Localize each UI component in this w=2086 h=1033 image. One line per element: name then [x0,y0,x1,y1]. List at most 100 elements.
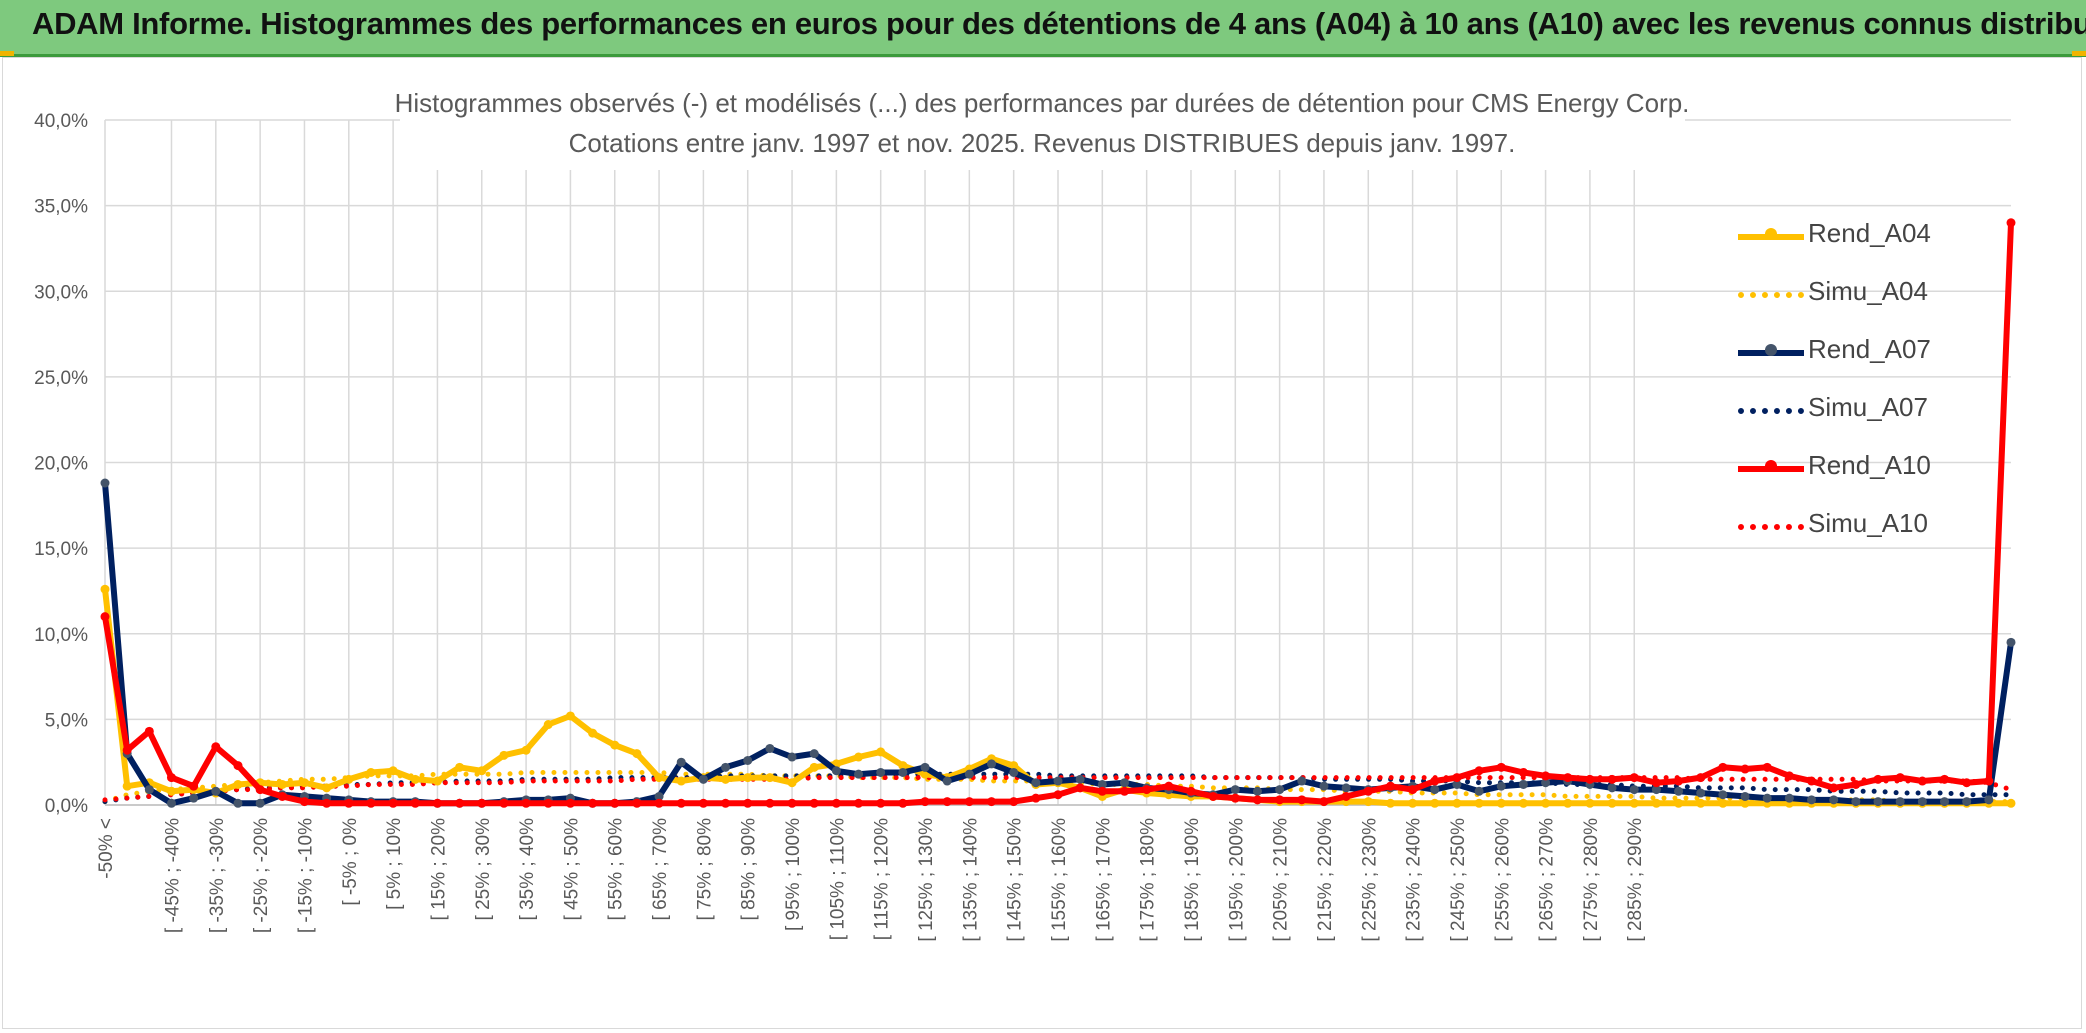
data-point-rend-a04 [432,776,442,786]
legend-item-rend-a07: Rend_A07 [1736,324,1936,382]
data-point-rend-a07 [1740,791,1750,801]
x-tick-label: [ 95% ; 100% [783,818,804,931]
x-tick-label: [ 75% ; 80% [694,818,715,921]
data-point-rend-a07 [787,752,797,762]
data-point-rend-a04 [743,773,753,783]
x-tick-label: [ -25% ; -20% [251,818,272,933]
x-axis: -50% < [ -45% ; -40% [ -35% ; -30% [ -25% ;… [96,804,2011,942]
data-point-rend-a10 [743,798,753,808]
data-point-rend-a04 [1674,798,1684,808]
data-point-rend-a07 [1962,797,1972,807]
series-lines [100,218,2016,808]
report-banner: ADAM Informe. Histogrammes des performan… [0,0,2086,57]
data-point-rend-a10 [1829,783,1839,793]
data-point-rend-a07 [1075,774,1085,784]
x-tick-label: [ 35% ; 40% [517,818,538,921]
data-point-rend-a07 [1651,785,1661,795]
data-point-rend-a07 [2006,637,2016,647]
data-point-rend-a07 [1341,783,1351,793]
data-point-rend-a10 [100,612,110,622]
data-point-rend-a07 [1696,788,1706,798]
data-point-rend-a10 [344,798,354,808]
data-point-rend-a10 [1341,791,1351,801]
data-point-rend-a04 [277,779,287,789]
data-point-rend-a04 [1651,798,1661,808]
data-point-rend-a10 [2006,218,2016,228]
data-point-rend-a10 [1053,790,1063,800]
data-point-rend-a07 [1031,778,1041,788]
data-point-rend-a04 [676,776,686,786]
data-point-rend-a10 [255,785,265,795]
legend-marker [1765,460,1777,472]
x-tick-label: [ 165% ; 170% [1093,818,1114,942]
legend-swatch [1738,408,1804,414]
data-point-rend-a07 [1762,793,1772,803]
data-point-rend-a10 [366,798,376,808]
data-point-rend-a10 [410,798,420,808]
data-point-rend-a10 [1496,762,1506,772]
data-point-rend-a10 [1607,774,1617,784]
data-point-rend-a04 [809,762,819,772]
data-point-rend-a10 [1186,786,1196,796]
data-point-rend-a10 [1563,773,1573,783]
data-point-rend-a10 [122,745,132,755]
data-point-rend-a10 [233,761,243,771]
data-point-rend-a07 [1829,795,1839,805]
data-point-rend-a10 [1031,793,1041,803]
legend-swatch [1738,524,1804,530]
y-tick-label: 40,0% [34,111,88,132]
data-point-rend-a07 [1119,778,1129,788]
data-point-rend-a10 [1275,795,1285,805]
data-point-rend-a04 [1541,798,1551,808]
data-point-rend-a07 [743,755,753,765]
x-tick-label: [ 275% ; 280% [1581,818,1602,942]
data-point-rend-a07 [1984,795,1994,805]
report-title: ADAM Informe. Histogrammes des performan… [32,6,2086,41]
data-point-rend-a07 [1807,795,1817,805]
data-point-rend-a10 [1097,786,1107,796]
chart-frame [2,57,2082,1029]
data-point-rend-a07 [854,769,864,779]
data-point-rend-a04 [854,752,864,762]
chart-legend: Rend_A04 Simu_A04 Rend_A07 Simu_A07 Rend… [1736,208,1936,556]
x-tick-label: [ -5% ; 0% [340,818,361,906]
data-point-rend-a07 [1297,776,1307,786]
data-point-rend-a10 [610,798,620,808]
data-point-rend-a04 [521,745,531,755]
data-point-rend-a07 [876,767,886,777]
data-point-rend-a07 [144,785,154,795]
data-point-rend-a04 [654,773,664,783]
data-point-rend-a04 [344,774,354,784]
data-point-rend-a10 [1585,774,1595,784]
data-point-rend-a04 [610,740,620,750]
data-point-rend-a07 [987,759,997,769]
data-point-rend-a10 [698,798,708,808]
data-point-rend-a10 [987,797,997,807]
data-point-rend-a07 [1430,785,1440,795]
data-point-rend-a10 [1009,797,1019,807]
legend-marker [1765,344,1777,356]
x-tick-label: [ 15% ; 20% [428,818,449,921]
data-point-rend-a07 [1917,797,1927,807]
data-point-rend-a07 [233,798,243,808]
data-point-rend-a04 [1629,798,1639,808]
x-tick-label: [ 285% ; 290% [1625,818,1646,942]
x-tick-label: [ 85% ; 90% [739,818,760,921]
data-point-rend-a07 [255,798,265,808]
y-tick-label: 35,0% [34,197,88,218]
legend-item-simu-a07: Simu_A07 [1736,382,1936,440]
data-point-rend-a07 [1097,779,1107,789]
data-point-rend-a10 [144,726,154,736]
data-point-rend-a10 [831,798,841,808]
data-point-rend-a04 [632,749,642,759]
data-point-rend-a07 [1009,767,1019,777]
data-point-rend-a10 [1142,785,1152,795]
data-point-rend-a07 [920,762,930,772]
data-point-rend-a10 [1319,797,1329,807]
data-point-rend-a07 [1474,786,1484,796]
data-point-rend-a04 [1607,798,1617,808]
data-point-rend-a04 [1385,798,1395,808]
y-axis: 0,0% 5,0% 10,0% 15,0% 20,0% 25,0% 30,0% 35,0% 40… [34,111,88,817]
data-point-rend-a04 [388,766,398,776]
data-point-rend-a10 [588,798,598,808]
